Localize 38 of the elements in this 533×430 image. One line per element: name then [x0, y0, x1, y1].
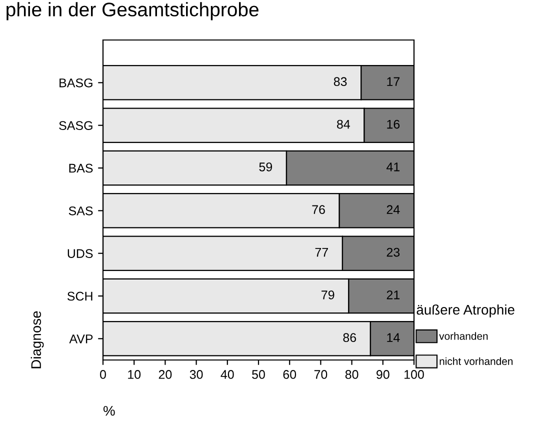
y-tick-label: SCH	[67, 292, 92, 301]
legend-label: vorhanden	[439, 332, 488, 340]
x-tick-label: 10	[128, 370, 141, 379]
data-label: 17	[387, 77, 400, 86]
data-label: 59	[259, 162, 272, 172]
data-label: 24	[386, 205, 400, 214]
data-label: 23	[386, 248, 400, 257]
data-label: 41	[386, 162, 400, 172]
data-label: 16	[387, 120, 400, 129]
x-tick-label: 40	[220, 370, 234, 379]
data-label: 14	[387, 333, 400, 342]
x-axis-title: %	[103, 406, 115, 416]
x-tick-label: 60	[283, 370, 296, 379]
y-axis-title: Diagnose	[30, 311, 44, 368]
data-label: 21	[386, 290, 400, 300]
x-tick-label: 0	[100, 370, 106, 379]
data-label: 84	[337, 120, 350, 129]
data-label: 79	[322, 290, 334, 300]
legend-label: nicht vorhanden	[440, 357, 513, 366]
x-tick-label: 80	[345, 370, 358, 379]
data-label: 83	[334, 77, 347, 86]
data-label: 86	[343, 333, 356, 342]
legend-title: äußere Atrophie	[416, 304, 514, 318]
data-label: 76	[312, 205, 325, 214]
x-tick-label: 90	[376, 370, 390, 379]
data-label: 77	[315, 248, 328, 257]
y-tick-label: SASG	[59, 121, 92, 130]
x-tick-label: 50	[252, 370, 265, 379]
y-tick-label: BAS	[69, 164, 93, 173]
x-tick-label: 20	[158, 370, 172, 379]
y-tick-label: BASG	[60, 78, 92, 88]
x-tick-label: 100	[404, 370, 424, 379]
x-tick-label: 70	[314, 370, 328, 379]
chart-title: phie in der Gesamtstichprobe	[6, 2, 258, 20]
y-tick-label: AVP	[69, 334, 93, 344]
x-tick-label: 30	[190, 370, 203, 379]
y-tick-label: SAS	[68, 206, 93, 216]
y-tick-label: UDS	[68, 249, 93, 258]
